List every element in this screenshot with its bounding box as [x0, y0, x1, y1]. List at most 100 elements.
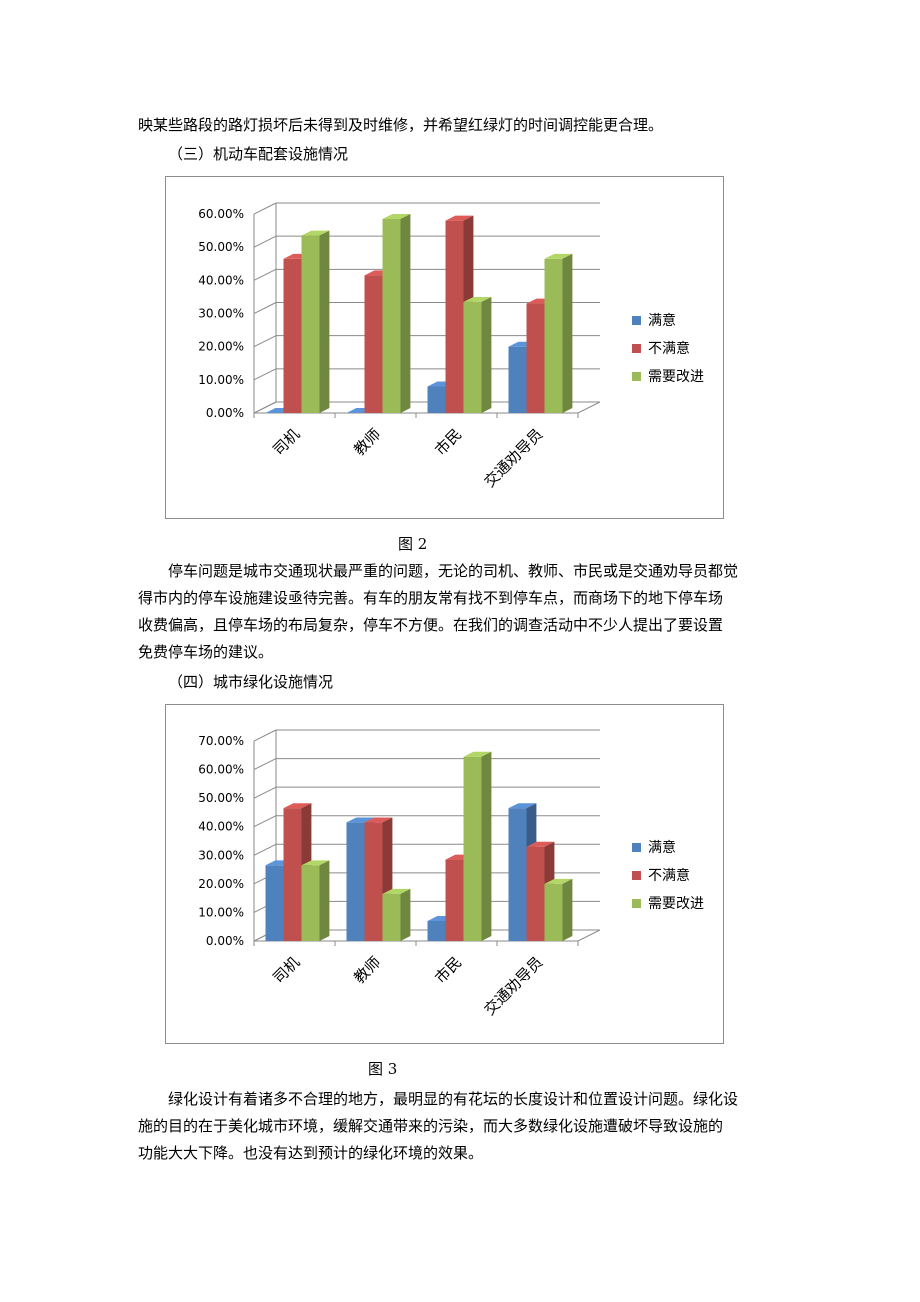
para2-line-2: 得市内的停车设施建设亟待完善。有车的朋友常有找不到停车点，而商场下的地下停车场 — [138, 589, 724, 607]
bar-front — [364, 275, 383, 413]
y-tick-label: 0.00% — [206, 934, 244, 948]
legend-swatch — [632, 344, 641, 353]
bar-front — [283, 258, 302, 413]
bar — [544, 878, 573, 941]
bar-front — [346, 822, 365, 941]
para3-line-2: 施的目的在于美化城市环境，缓解交通带来的污染，而大多数绿化设施遭破坏导致设施的 — [138, 1117, 724, 1135]
x-category-label: 司机 — [269, 953, 303, 987]
bar-top — [445, 215, 474, 221]
bar-front — [463, 301, 482, 413]
legend-label: 需要改进 — [648, 369, 704, 385]
bar-top — [364, 817, 393, 823]
bar-front — [427, 921, 446, 941]
bar-top — [382, 214, 411, 219]
y-tick-label: 10.00% — [198, 905, 244, 919]
bar-top — [283, 803, 312, 809]
bar — [301, 860, 330, 941]
bar-top — [544, 253, 573, 259]
gridline-side — [253, 786, 277, 799]
y-tick-label: 20.00% — [198, 877, 244, 891]
gridline-side — [253, 368, 277, 381]
gridline-side — [253, 843, 277, 856]
x-category-label: 司机 — [269, 425, 303, 459]
gridline-side — [253, 729, 277, 742]
bar — [544, 253, 573, 413]
bar-front — [463, 756, 482, 941]
legend-swatch — [632, 871, 641, 880]
bar-front — [364, 822, 383, 941]
x-category-label: 市民 — [431, 425, 465, 459]
bar-top — [463, 751, 492, 757]
legend-label: 不满意 — [648, 867, 690, 884]
bar-front — [427, 386, 446, 413]
gridline-side — [253, 302, 277, 314]
y-tick-label: 40.00% — [198, 820, 244, 834]
chart-figure-2: 0.00% 10.00% 20.00% 30.00% 40.00% 50.00% 60.00… — [165, 176, 724, 519]
bar — [382, 888, 411, 941]
bar-top — [526, 841, 555, 847]
bar-top — [382, 888, 411, 894]
bar-front — [301, 235, 320, 413]
bar-front — [265, 865, 284, 941]
y-tick-label: 60.00% — [198, 763, 244, 777]
bar-front — [382, 218, 401, 413]
bar-front — [445, 859, 464, 941]
x-category-label: 市民 — [431, 953, 465, 987]
bar-side — [562, 878, 573, 941]
bar-front — [544, 258, 563, 413]
bar-side — [481, 751, 492, 941]
bar-front — [526, 303, 545, 413]
legend-label: 满意 — [648, 312, 676, 329]
bar-top — [301, 860, 330, 866]
section3-heading: （三）机动车配套设施情况 — [168, 145, 349, 163]
bar — [382, 214, 411, 413]
legend-swatch — [632, 316, 641, 325]
x-category-label: 交通劝导员 — [481, 953, 547, 1019]
bar-top — [301, 230, 330, 236]
bar-side — [562, 253, 573, 413]
para2-line-3: 收费偏高，且停车场的布局复杂，停车不方便。在我们的调查活动中不少人提出了要设置 — [138, 616, 724, 634]
y-tick-label: 30.00% — [198, 848, 244, 862]
gridline-side — [253, 235, 277, 248]
bar-front — [508, 346, 527, 413]
section4-heading: （四）城市绿化设施情况 — [168, 673, 334, 691]
bar-side — [400, 888, 411, 941]
bar-top — [544, 878, 573, 884]
legend-swatch — [632, 843, 641, 852]
bar-front — [382, 893, 401, 941]
bar-top — [508, 803, 537, 809]
figure-3-caption: 图 3 — [368, 1060, 398, 1078]
figure-2-caption: 图 2 — [398, 535, 428, 553]
para2-line-1: 停车问题是城市交通现状最严重的问题，无论的司机、教师、市民或是交通劝导员都觉 — [168, 562, 739, 580]
gridline-side — [253, 335, 277, 348]
gridline-side — [253, 815, 277, 828]
bar — [463, 296, 492, 413]
y-tick-label: 20.00% — [198, 340, 244, 354]
y-tick-label: 60.00% — [198, 207, 244, 221]
para2-line-4: 免费停车场的建议。 — [138, 643, 274, 661]
x-category-label: 教师 — [350, 425, 384, 459]
bar-front — [508, 808, 527, 941]
bar-front — [301, 865, 320, 941]
para3-line-3: 功能大大下降。也没有达到预计的绿化环境的效果。 — [138, 1144, 484, 1162]
gridline-side — [253, 202, 277, 215]
y-tick-label: 70.00% — [198, 734, 244, 748]
y-tick-label: 50.00% — [198, 240, 244, 254]
y-tick-label: 40.00% — [198, 273, 244, 287]
bar-top — [463, 296, 492, 302]
bar-front — [544, 883, 563, 941]
bar-side — [481, 296, 492, 413]
y-tick-label: 50.00% — [198, 791, 244, 805]
para3-line-1: 绿化设计有着诸多不合理的地方，最明显的有花坛的长度设计和位置设计问题。绿化设 — [168, 1090, 739, 1108]
chart-2-svg: 0.00% 10.00% 20.00% 30.00% 40.00% 50.00% 60.00… — [198, 202, 704, 491]
bar-front — [445, 220, 464, 413]
legend-swatch — [632, 372, 641, 381]
intro-line: 映某些路段的路灯损坏后未得到及时维修，并希望红绿灯的时间调控能更合理。 — [138, 116, 664, 134]
bar-side — [400, 214, 411, 413]
legend-label: 满意 — [648, 839, 676, 856]
x-category-label: 教师 — [350, 953, 384, 987]
legend-label: 需要改进 — [648, 896, 704, 912]
bar-side — [319, 860, 330, 941]
chart-3-svg: 0.00% 10.00% 20.00% 30.00% 40.00% 50.00% 60.00… — [198, 729, 704, 1019]
y-tick-label: 30.00% — [198, 307, 244, 321]
